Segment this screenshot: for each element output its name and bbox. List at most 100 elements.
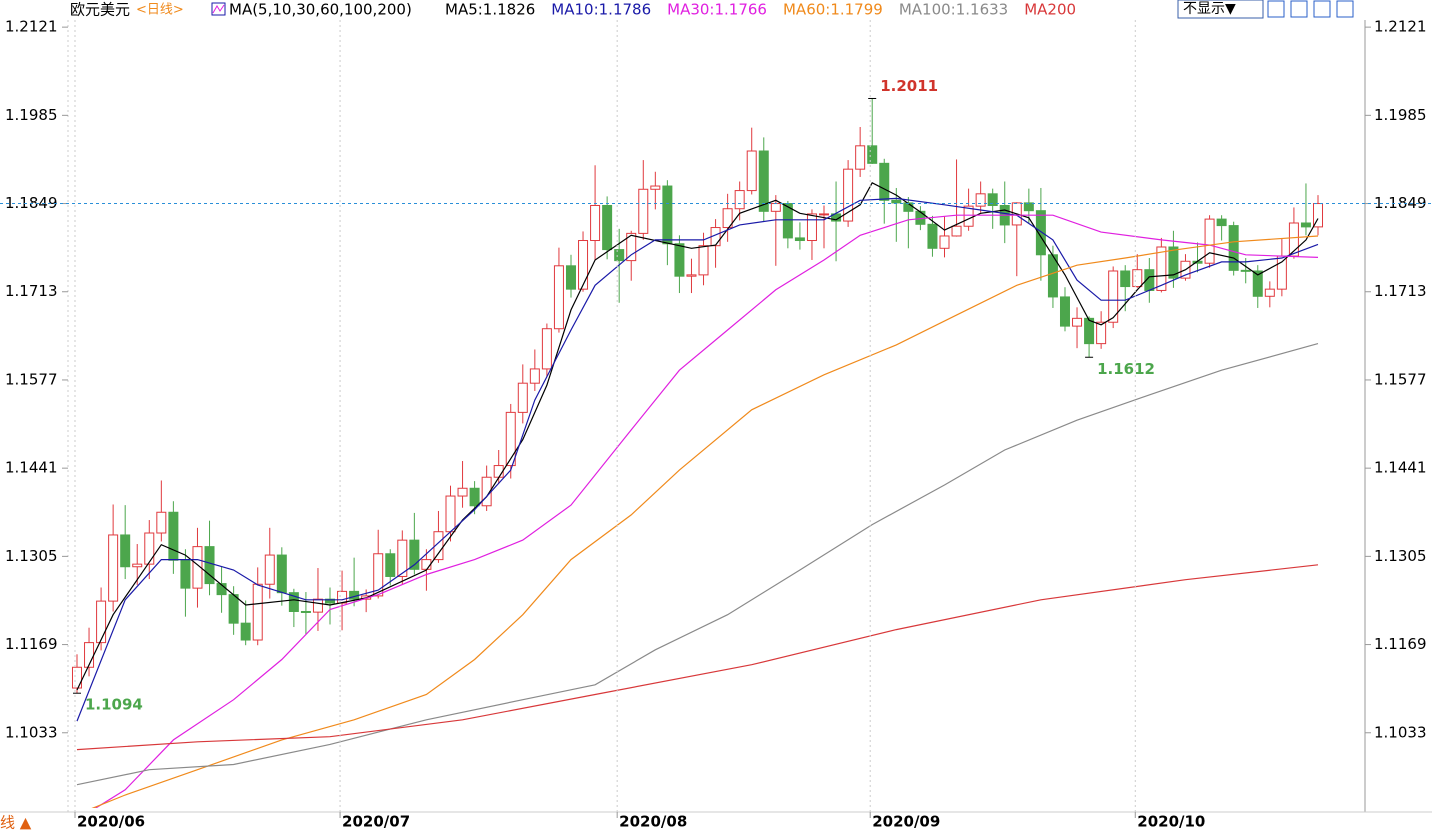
candle-body — [264, 554, 275, 585]
candle-body — [686, 274, 697, 277]
candle-body — [276, 554, 287, 594]
candle-body — [397, 539, 408, 577]
candle-body — [891, 199, 902, 204]
legend-entry: MA5:1.1826 — [445, 1, 535, 19]
candle-body — [638, 188, 649, 234]
candle-body — [144, 532, 155, 565]
toolbar — [1267, 0, 1354, 18]
candle-body — [529, 368, 540, 384]
annotation-label: 1.1094 — [85, 696, 143, 714]
candle-body — [975, 193, 986, 207]
candle-body — [337, 590, 348, 604]
candle-body — [1313, 203, 1324, 228]
candle-body — [722, 208, 733, 229]
candle-body — [156, 511, 167, 534]
candle-body — [192, 546, 203, 589]
period[interactable]: <日线> — [136, 3, 184, 18]
candle-body — [385, 553, 396, 577]
candle-body — [252, 583, 263, 641]
tool-button[interactable] — [1290, 0, 1308, 18]
candle-body — [879, 162, 890, 201]
ma-line — [76, 343, 1319, 786]
candle-body — [758, 150, 769, 212]
candle-body — [517, 382, 528, 413]
candle-body — [1228, 225, 1239, 271]
candle-body — [180, 559, 191, 589]
candle-body — [746, 150, 757, 192]
candle-body — [325, 598, 336, 604]
candle-body — [939, 235, 950, 249]
ma-line — [76, 564, 1319, 751]
ma-line — [94, 214, 1319, 808]
candle-body — [650, 185, 661, 190]
candle-body — [1204, 218, 1215, 264]
candle-body — [1120, 270, 1131, 288]
legend-entry: MA200 — [1024, 1, 1076, 19]
candle-body — [300, 610, 311, 613]
candle-body — [987, 193, 998, 206]
legend-entry: MA30:1.1766 — [667, 1, 767, 19]
candle-body — [1084, 317, 1095, 345]
candle-body — [1252, 270, 1263, 297]
candle-body — [1264, 288, 1275, 297]
candle-body — [698, 245, 709, 276]
y-tick-label-left: 1.1305 — [5, 547, 58, 565]
hide-button-label[interactable]: 不显示▼ — [1183, 1, 1236, 17]
candle-body — [1156, 246, 1167, 291]
candle-body — [445, 495, 456, 533]
y-tick-label-left: 1.1713 — [5, 282, 58, 300]
candle-body — [120, 534, 131, 568]
candle-body — [132, 563, 143, 568]
tool-button[interactable] — [1267, 0, 1285, 18]
candle-body — [108, 534, 119, 602]
candle-body — [240, 622, 251, 641]
candle-body — [1108, 270, 1119, 323]
y-tick-label-right: 1.1713 — [1374, 282, 1427, 300]
tool-button[interactable] — [1336, 0, 1354, 18]
ma-line — [76, 182, 1319, 691]
candle-body — [1096, 321, 1107, 345]
candle-body — [565, 265, 576, 290]
candle-body — [493, 465, 504, 478]
candle-body — [927, 223, 938, 249]
candle-body — [96, 600, 107, 644]
x-tick-label: 2020/06 — [77, 813, 145, 831]
y-tick-label-right: 1.1033 — [1374, 723, 1427, 741]
y-tick-label-right: 1.1441 — [1374, 459, 1427, 477]
y-tick-label-left: 1.1033 — [5, 723, 58, 741]
candle-body — [806, 213, 817, 242]
candle-body — [590, 204, 601, 242]
candle-body — [312, 598, 323, 613]
indicator-icon — [211, 2, 226, 16]
candle-body — [819, 213, 830, 216]
candle-body — [1300, 222, 1311, 228]
candle-body — [951, 225, 962, 237]
x-tick-label: 2020/08 — [619, 813, 687, 831]
candle-body — [71, 666, 82, 689]
y-tick-label-left: 1.1985 — [5, 106, 58, 124]
annotation-label: 1.2011 — [880, 77, 938, 95]
tool-button[interactable] — [1313, 0, 1331, 18]
x-tick-label: 2020/07 — [342, 813, 410, 831]
y-tick-label-right: 1.1169 — [1374, 635, 1427, 653]
candle-body — [433, 531, 444, 561]
candle-body — [674, 243, 685, 277]
candle-body — [734, 190, 745, 210]
indicator-icon-line — [212, 4, 225, 14]
y-tick-label-right: 1.1985 — [1374, 106, 1427, 124]
candle-body — [421, 559, 432, 570]
candle-body — [1216, 218, 1227, 227]
hide-button[interactable] — [1177, 0, 1264, 19]
corner-label[interactable]: 线 ▲ — [0, 814, 32, 832]
candle-body — [626, 232, 637, 262]
candle-body — [541, 328, 552, 370]
candle-body — [855, 145, 866, 170]
candle-body — [553, 265, 564, 330]
legend-entry: MA60:1.1799 — [783, 1, 883, 19]
candle-body — [1035, 210, 1046, 256]
candle-body — [1059, 296, 1070, 327]
candle-body — [578, 240, 589, 290]
legend-entry: MA100:1.1633 — [899, 1, 1008, 19]
candle-body — [1276, 255, 1287, 290]
